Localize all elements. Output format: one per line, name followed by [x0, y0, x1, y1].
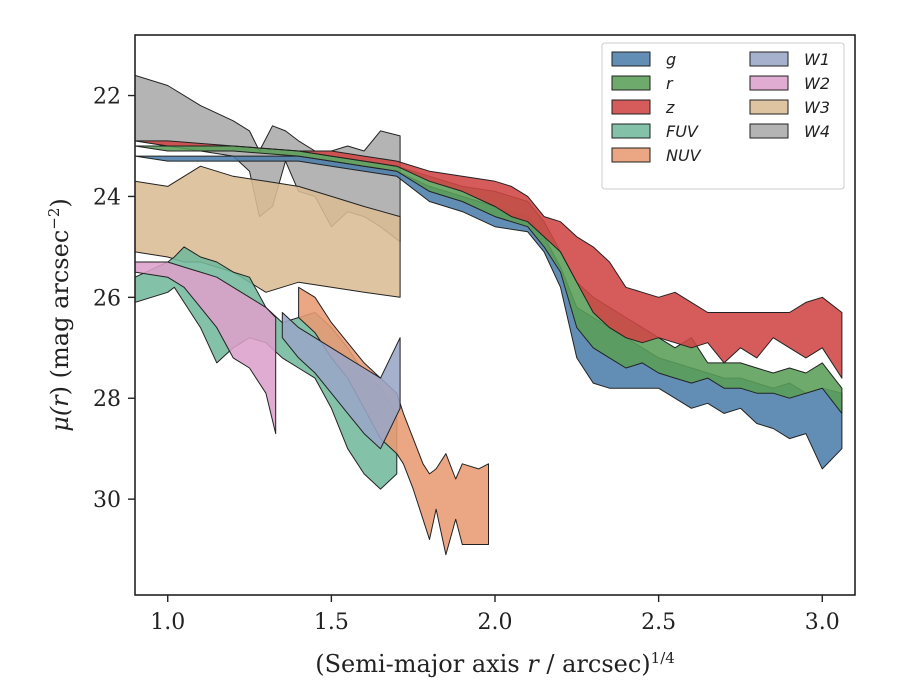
legend-swatch-fuv	[611, 123, 651, 139]
y-axis-label: μ(r) (mag arcsec−2)	[45, 198, 74, 432]
legend-swatch-g	[611, 51, 651, 67]
legend-swatch-nuv	[611, 147, 651, 163]
y-axis: 22 24 26 28 30	[93, 85, 135, 513]
y-tick-label: 22	[93, 85, 121, 110]
legend: grz FUV NUV W1 W2 W3 W4	[601, 42, 845, 190]
legend-swatch-w2	[749, 75, 789, 91]
legend-swatch-r	[611, 75, 651, 91]
legend-swatch-z	[611, 99, 651, 115]
legend-label-w4: W4	[804, 122, 830, 141]
y-tick-label: 24	[93, 185, 121, 210]
legend-swatch-w4	[749, 123, 789, 139]
x-tick-label: 3.0	[805, 610, 840, 635]
series-band-w2	[135, 261, 277, 435]
series-band-w1	[281, 312, 401, 450]
legend-label-nuv: NUV	[666, 146, 702, 165]
legend-label-fuv: FUV	[666, 122, 699, 141]
legend-label-r: r	[666, 74, 674, 93]
series-layer	[135, 74, 843, 556]
x-axis: 1.0 1.5 2.0 2.5 3.0	[150, 595, 840, 635]
legend-label-z: z	[665, 98, 675, 117]
series-band-z	[135, 140, 843, 379]
legend-swatch-w1	[749, 51, 789, 67]
y-tick-label: 26	[93, 286, 121, 311]
x-tick-label: 2.0	[478, 610, 513, 635]
x-axis-label: (Semi-major axis r / arcsec)1/4	[315, 649, 675, 678]
x-tick-label: 2.5	[641, 610, 676, 635]
y-tick-label: 28	[93, 387, 121, 412]
legend-swatch-w3	[749, 99, 789, 115]
legend-label-w3: W3	[804, 98, 830, 117]
y-tick-label: 30	[93, 488, 121, 513]
x-tick-label: 1.0	[150, 610, 185, 635]
legend-label-w2: W2	[804, 74, 830, 93]
legend-label-w1: W1	[804, 50, 830, 69]
legend-label-g: g	[666, 50, 676, 69]
x-tick-label: 1.5	[314, 610, 349, 635]
